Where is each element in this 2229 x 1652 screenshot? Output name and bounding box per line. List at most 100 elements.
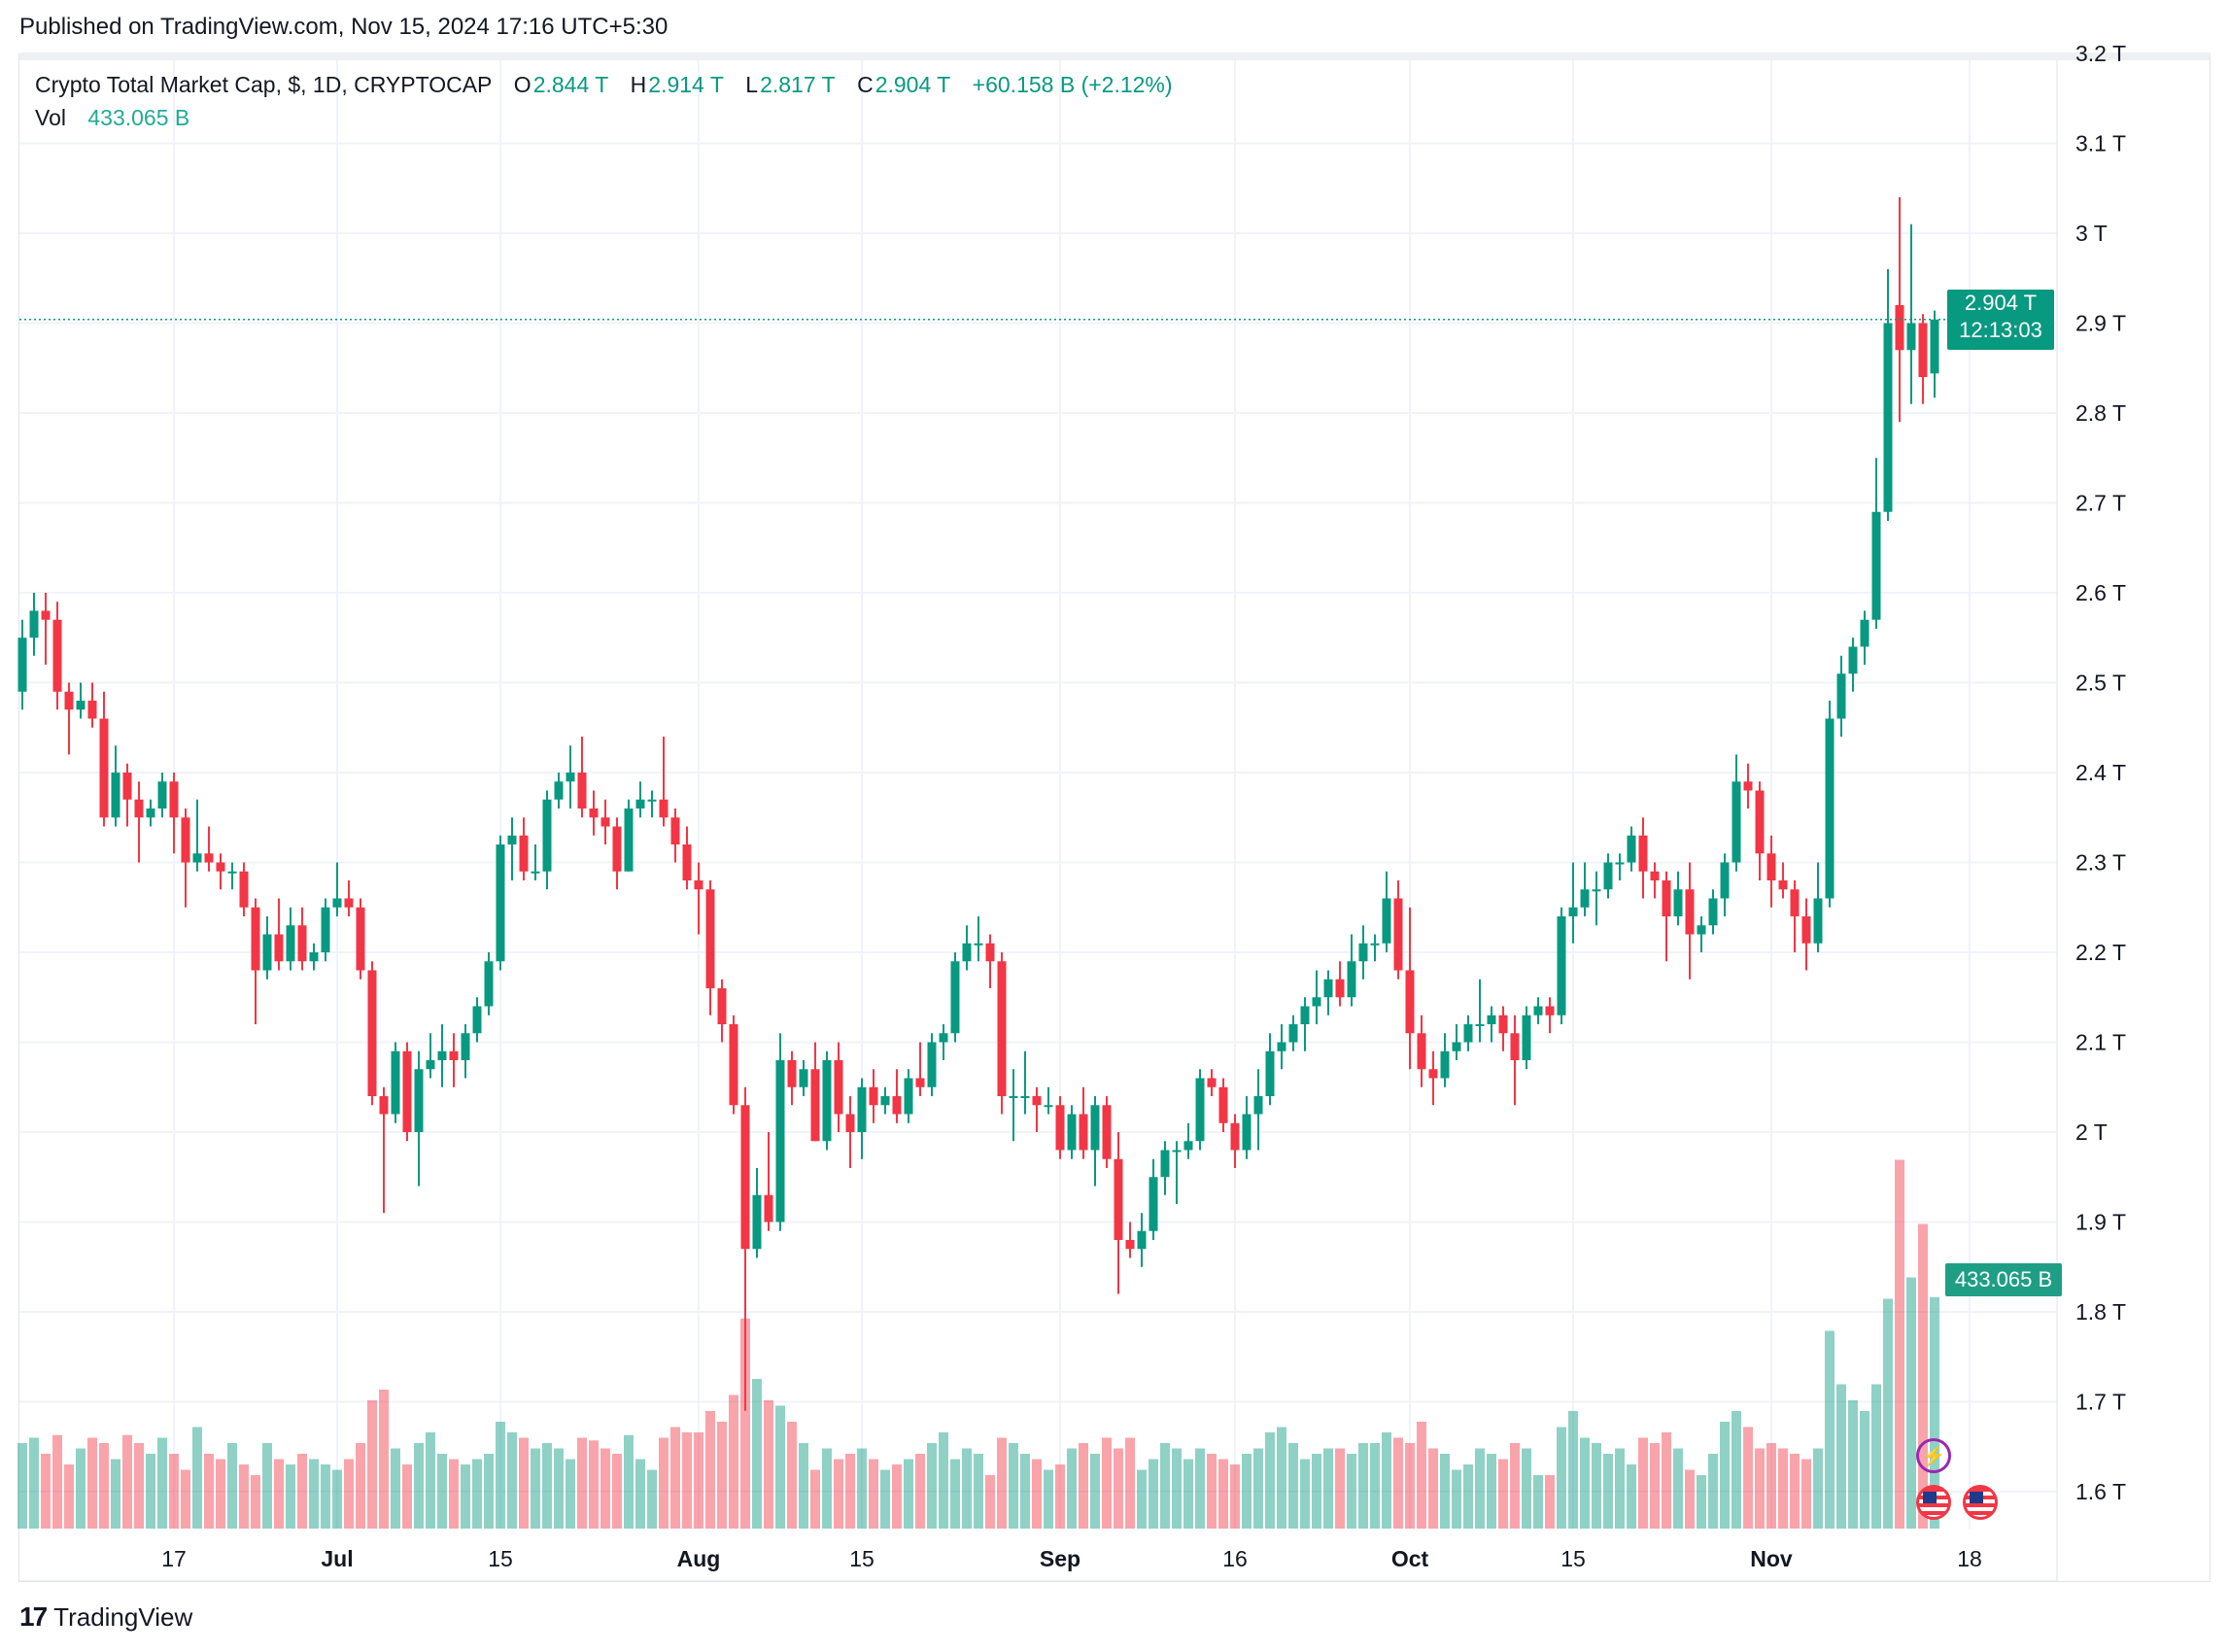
candle-body [1522, 1015, 1531, 1060]
candle-body [531, 871, 540, 874]
candle-body [41, 610, 51, 620]
candle-body [1930, 319, 1939, 374]
volume-bar [402, 1464, 412, 1529]
candle-body [1568, 907, 1578, 916]
volume-bar [1009, 1443, 1018, 1529]
time-tick-label: 15 [488, 1546, 513, 1571]
candle-body [1766, 853, 1776, 880]
candle-body [1009, 1096, 1018, 1098]
low-value: 2.817 T [760, 72, 836, 97]
candle-body [76, 701, 86, 710]
candle-body [1778, 880, 1788, 890]
volume-bar [694, 1432, 703, 1529]
candle-body [1906, 323, 1916, 351]
candle-body [869, 1086, 878, 1106]
symbol-title[interactable]: Crypto Total Market Cap, $, 1D, CRYPTOCA… [35, 72, 493, 97]
volume-bar [1801, 1459, 1811, 1529]
candles [17, 197, 1939, 1411]
candle-body [752, 1194, 762, 1250]
high-label: H [630, 72, 647, 97]
footer: 17 TradingView [19, 1601, 192, 1633]
candle-body [647, 799, 657, 802]
candle-body [939, 1033, 948, 1043]
volume-bar [635, 1459, 645, 1529]
time-tick-label: Aug [677, 1546, 721, 1571]
volume-bar [1230, 1464, 1240, 1529]
volume-bar [554, 1448, 564, 1529]
us-flag-event-icon[interactable] [1916, 1485, 1951, 1520]
tradingview-wordmark[interactable]: TradingView [53, 1601, 193, 1632]
candle-body [344, 898, 354, 908]
candle-body [402, 1050, 412, 1132]
volume-bar [1323, 1448, 1333, 1529]
volume-bar [309, 1459, 319, 1529]
candle-body [1883, 323, 1893, 512]
lightning-event-icon[interactable]: ⚡ [1916, 1438, 1951, 1473]
tradingview-logo-icon[interactable]: 17 [19, 1601, 48, 1632]
time-tick-label: Sep [1040, 1546, 1080, 1571]
candle-body [309, 952, 319, 962]
volume-bar [461, 1464, 470, 1529]
us-flag-event-icon[interactable] [1963, 1485, 1998, 1520]
low-label: L [745, 72, 759, 97]
volume-bar [356, 1443, 365, 1529]
volume-bar [927, 1443, 937, 1529]
volume-bar [1650, 1443, 1660, 1529]
candle-body [449, 1050, 459, 1060]
candle-body [659, 799, 669, 818]
volume-bar [286, 1464, 295, 1529]
volume-bar [647, 1469, 657, 1529]
candle-body [1172, 1150, 1182, 1153]
candle-body [1253, 1096, 1263, 1115]
bar-countdown: 12:13:03 [1959, 318, 2042, 342]
volume-bar [1743, 1427, 1753, 1529]
volume-bar [1487, 1454, 1496, 1529]
volume-bar [962, 1448, 972, 1529]
candle-body [670, 817, 680, 844]
candle-body [1114, 1158, 1123, 1240]
price-tick-label: 2.1 T [2075, 1030, 2126, 1055]
volume-bar [1265, 1432, 1275, 1529]
volume-bar [1580, 1437, 1590, 1529]
volume-bar [950, 1459, 960, 1529]
candle-body [1848, 646, 1858, 674]
candle-body [1452, 1042, 1461, 1051]
volume-bar [880, 1469, 890, 1529]
candle-body [997, 961, 1007, 1096]
candle-body [99, 718, 109, 818]
volume-bar [939, 1432, 948, 1529]
volume-bar [41, 1454, 51, 1529]
volume-bar [705, 1411, 715, 1529]
volume-bar [367, 1400, 377, 1529]
candle-body [1627, 835, 1636, 863]
volume-bar [472, 1459, 482, 1529]
candle-body [1755, 790, 1765, 854]
volume-bar [1358, 1443, 1368, 1529]
volume-bar [426, 1432, 435, 1529]
volume-bar [997, 1437, 1007, 1529]
candle-body [1230, 1122, 1240, 1151]
candle-body [577, 773, 587, 809]
change-value: +60.158 B (+2.12%) [972, 72, 1173, 97]
volume-bar [414, 1443, 424, 1529]
volume-bar [729, 1394, 738, 1529]
volume-bar [1149, 1459, 1158, 1529]
volume-bar [1102, 1437, 1112, 1529]
price-tick-label: 1.9 T [2075, 1210, 2126, 1235]
candle-body [1405, 970, 1415, 1034]
time-tick-label: Oct [1391, 1546, 1429, 1571]
volume-bar [787, 1422, 797, 1529]
volume-bar [1813, 1448, 1823, 1529]
candle-body [1207, 1078, 1217, 1087]
candle-body [1732, 781, 1741, 863]
volume-bar [332, 1469, 342, 1529]
candle-body [1813, 898, 1823, 944]
candle-body [227, 871, 237, 874]
volume-bar [1137, 1469, 1147, 1529]
close-label: C [857, 72, 874, 97]
volume-bar [1766, 1443, 1776, 1529]
candle-body [880, 1096, 890, 1106]
volume-bar [157, 1437, 167, 1529]
candle-body [134, 799, 144, 818]
